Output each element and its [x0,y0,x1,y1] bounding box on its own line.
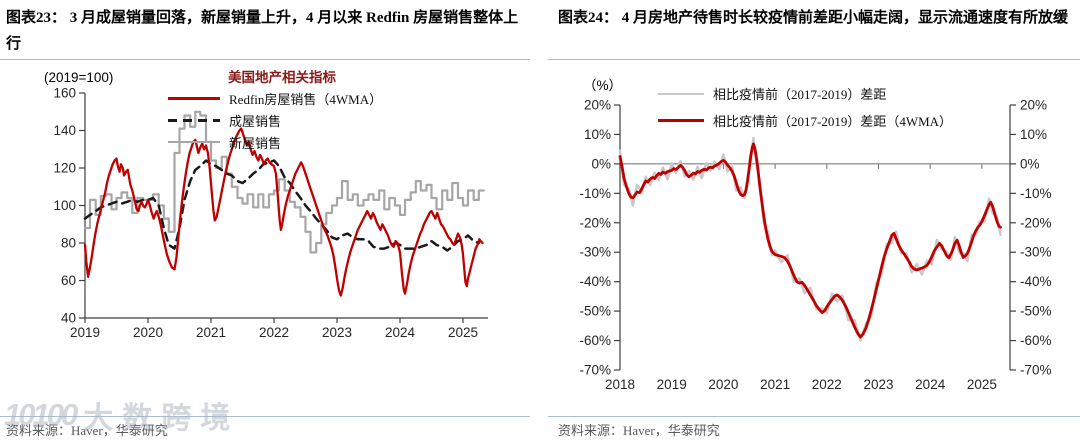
series-相比疫情前（2017-2019）差距（4WMA） [618,142,1002,339]
legend-item-existing-homes: 成屋销售 [168,109,382,131]
y-tick-label: 20% [1020,98,1047,113]
x-tick-label: 2022 [812,377,842,392]
x-tick-label: 2024 [915,377,946,392]
x-tick-label: 2018 [605,377,635,392]
figure-23-panel: 图表23： 3 月成屋销量回落，新屋销量上升，4 月以来 Redfin 房屋销售… [0,10,530,438]
figure-23-title: 图表23： 3 月成屋销量回落，新屋销量上升，4 月以来 Redfin 房屋销售… [6,10,519,52]
x-tick-label: 2021 [760,377,790,392]
red-line-swatch-icon [168,96,220,100]
x-tick-label: 2019 [70,325,100,340]
y-axis-caption: （%） [583,78,623,93]
legend-label: 新屋销售 [229,135,282,151]
x-tick-label: 2025 [967,377,997,392]
y-tick-label: 0% [1020,156,1040,171]
legend: 相比疫情前（2017-2019）差距 相比疫情前（2017-2019）差距（4W… [658,80,952,134]
pending-time-gap-chart: 20% 10% 0% -10% -20% -30% -40% -50% -60% -70% 20% 1… [579,98,1052,393]
series-成屋销售 [83,159,481,252]
housing-sales-index-chart: 40 60 80 100 120 140 160 2019 2020 2021 2022 2023 20… [53,86,488,340]
series-新屋销售 [83,110,485,254]
figure-24-title: 图表24： 4 月房地产待售时长较疫情前差距小幅走阔，显示流通速度有所放缓 [558,10,1069,26]
figure-24-panel: 图表24： 4 月房地产待售时长较疫情前差距小幅走阔，显示流通速度有所放缓 （%… [540,0,1080,442]
x-tick-label: 2020 [708,377,738,392]
title-divider [0,59,530,60]
y-tick-label: -20% [579,215,611,230]
y-tick-label: -30% [1020,245,1052,260]
legend-label: 相比疫情前（2017-2019）差距 [713,87,887,102]
y-tick-label: -70% [1020,363,1052,378]
y-tick-label: -50% [579,304,611,319]
y-tick-label: 80 [61,236,76,251]
legend-item-new-homes: 新屋销售 [168,131,382,153]
y-tick-label: 40 [61,311,76,326]
legend-label: Redfin房屋销售（4WMA） [229,91,383,107]
y-tick-label: -10% [579,186,611,201]
red-line-swatch-icon [658,119,704,122]
x-tick-label: 2022 [259,325,289,340]
y-tick-label: -40% [1020,274,1052,289]
y-tick-label: -50% [1020,304,1052,319]
y-tick-label: -60% [1020,333,1052,348]
gray-line-swatch-icon [168,141,220,143]
y-tick-label: 0% [591,156,611,171]
y-tick-label: 20% [584,98,611,113]
legend-label: 成屋销售 [229,113,282,129]
x-tick-label: 2021 [196,325,226,340]
gray-line-swatch-icon [658,92,704,95]
y-tick-label: 140 [53,123,76,138]
series-Redfin房屋销售（4WMA） [83,127,484,297]
y-tick-label: -30% [579,245,611,260]
legend-label: 相比疫情前（2017-2019）差距（4WMA） [713,114,953,129]
x-tick-label: 2019 [657,377,687,392]
y-tick-label: -60% [579,333,611,348]
x-tick-label: 2023 [863,377,893,392]
x-tick-label: 2025 [448,325,478,340]
y-tick-label: -40% [579,274,611,289]
y-tick-label: -10% [1020,186,1052,201]
source-divider [0,416,530,417]
source-note: 资料来源：Haver，华泰研究 [6,423,168,438]
y-tick-label: 100 [53,198,76,213]
y-tick-label: 10% [1020,127,1047,142]
y-tick-label: -20% [1020,215,1052,230]
black-dashed-swatch-icon [168,118,220,122]
y-tick-label: 160 [53,86,76,101]
y-tick-label: 10% [584,127,611,142]
legend: 美国地产相关指标 Redfin房屋销售（4WMA） 成屋销售 新屋销售 [168,66,382,153]
x-tick-label: 2023 [322,325,352,340]
x-tick-label: 2024 [385,325,416,340]
y-tick-label: 60 [61,273,76,288]
title-divider [548,59,1080,60]
legend-item-redfin: Redfin房屋销售（4WMA） [168,87,382,109]
x-tick-label: 2020 [133,325,163,340]
y-tick-label: -70% [579,363,611,378]
legend-item-4wma-gap: 相比疫情前（2017-2019）差距（4WMA） [658,107,952,134]
y-tick-label: 120 [53,161,76,176]
source-note: 资料来源：Haver，华泰研究 [558,423,720,438]
source-divider [548,416,1080,417]
y-axis-caption: (2019=100) [44,70,114,85]
legend-title: 美国地产相关指标 [228,70,336,85]
legend-item-raw-gap: 相比疫情前（2017-2019）差距 [658,80,952,107]
